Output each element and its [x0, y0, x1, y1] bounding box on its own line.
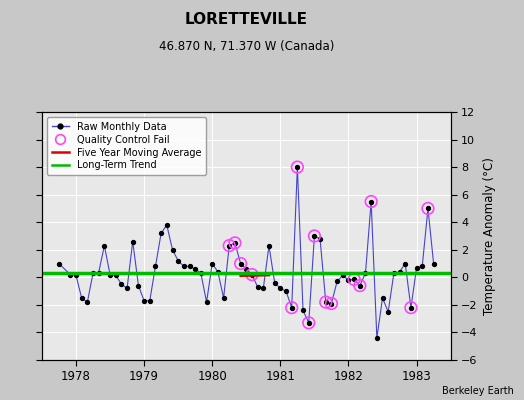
Point	[174, 258, 182, 264]
Point	[412, 264, 421, 271]
Point	[162, 222, 171, 228]
Point	[117, 281, 126, 288]
Point	[327, 300, 335, 307]
Point	[322, 299, 330, 305]
Point	[242, 266, 250, 272]
Text: Berkeley Earth: Berkeley Earth	[442, 386, 514, 396]
Point	[293, 164, 301, 170]
Point	[106, 271, 114, 278]
Point	[231, 240, 239, 246]
Point	[327, 300, 335, 307]
Legend: Raw Monthly Data, Quality Control Fail, Five Year Moving Average, Long-Term Tren: Raw Monthly Data, Quality Control Fail, …	[47, 117, 206, 175]
Point	[424, 205, 432, 212]
Point	[225, 242, 234, 249]
Point	[225, 242, 234, 249]
Point	[89, 270, 97, 276]
Point	[396, 269, 404, 275]
Point	[185, 263, 194, 270]
Point	[83, 299, 92, 305]
Point	[196, 270, 205, 276]
Point	[134, 282, 143, 289]
Point	[157, 230, 166, 236]
Point	[191, 266, 200, 272]
Point	[367, 198, 375, 205]
Point	[140, 298, 148, 304]
Point	[367, 198, 375, 205]
Point	[288, 304, 296, 311]
Point	[310, 233, 319, 239]
Point	[259, 285, 267, 292]
Point	[401, 260, 409, 267]
Point	[288, 304, 296, 311]
Point	[202, 299, 211, 305]
Point	[407, 304, 415, 311]
Point	[123, 285, 132, 292]
Point	[293, 164, 301, 170]
Point	[55, 260, 63, 267]
Point	[236, 260, 245, 267]
Point	[356, 282, 364, 289]
Point	[322, 299, 330, 305]
Point	[112, 272, 120, 278]
Point	[214, 269, 222, 275]
Point	[424, 205, 432, 212]
Point	[66, 271, 74, 278]
Point	[128, 238, 137, 245]
Point	[208, 260, 216, 267]
Point	[378, 295, 387, 301]
Point	[180, 263, 188, 270]
Point	[94, 269, 103, 276]
Point	[350, 276, 358, 282]
Point	[220, 295, 228, 301]
Point	[430, 260, 438, 267]
Point	[390, 270, 398, 276]
Point	[248, 271, 256, 278]
Point	[344, 277, 353, 283]
Point	[299, 307, 307, 314]
Point	[282, 288, 290, 294]
Point	[304, 320, 313, 326]
Point	[310, 233, 319, 239]
Point	[236, 260, 245, 267]
Point	[151, 263, 160, 270]
Y-axis label: Temperature Anomaly (°C): Temperature Anomaly (°C)	[483, 157, 496, 315]
Text: 46.870 N, 71.370 W (Canada): 46.870 N, 71.370 W (Canada)	[159, 40, 334, 53]
Point	[276, 285, 285, 292]
Point	[339, 272, 347, 278]
Point	[373, 335, 381, 341]
Point	[316, 236, 324, 242]
Point	[72, 272, 80, 278]
Point	[100, 242, 108, 249]
Point	[146, 298, 154, 304]
Point	[304, 320, 313, 326]
Point	[78, 295, 86, 301]
Point	[254, 284, 262, 290]
Point	[350, 276, 358, 282]
Point	[168, 246, 177, 253]
Point	[407, 304, 415, 311]
Point	[356, 282, 364, 289]
Point	[418, 263, 427, 270]
Point	[248, 271, 256, 278]
Point	[333, 278, 341, 285]
Point	[265, 242, 273, 249]
Point	[384, 308, 392, 315]
Text: LORETTEVILLE: LORETTEVILLE	[185, 12, 308, 27]
Point	[231, 240, 239, 246]
Point	[362, 270, 370, 276]
Point	[270, 280, 279, 286]
